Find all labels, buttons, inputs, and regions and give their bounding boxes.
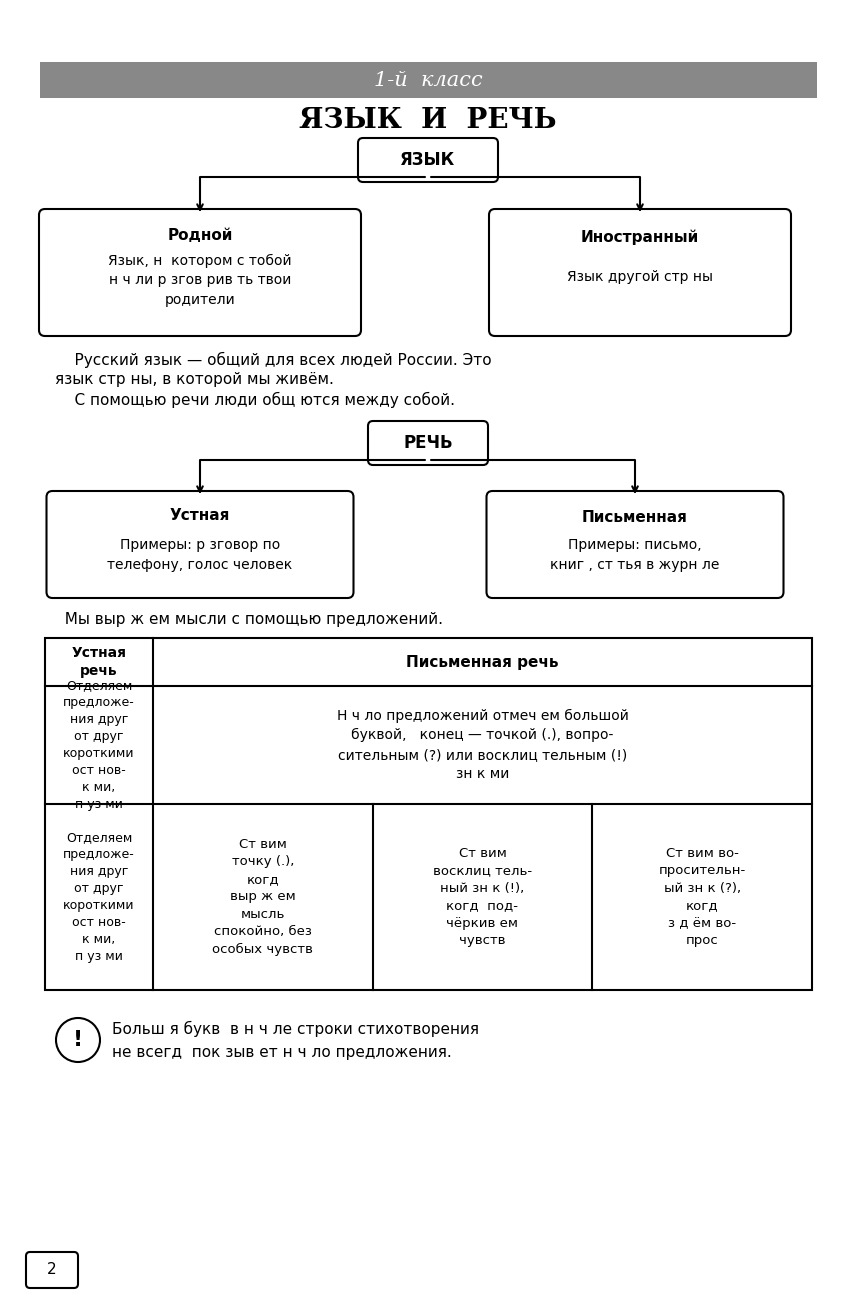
Text: 1-й  класс: 1-й класс: [375, 70, 482, 90]
Bar: [40, 62, 817, 98]
FancyBboxPatch shape: [487, 491, 783, 598]
Text: Отделяем
предложе-
ния друг
от друг
короткими
ост нов-
к ми,
п уз ми: Отделяем предложе- ния друг от друг коро…: [63, 679, 135, 811]
Text: Родной: Родной: [167, 227, 233, 243]
Text: Язык, н  котором с тобой
н ч ли р згов рив ть твои
родители: Язык, н котором с тобой н ч ли р згов ри…: [108, 254, 292, 307]
FancyBboxPatch shape: [46, 491, 353, 598]
FancyBboxPatch shape: [368, 421, 488, 465]
FancyBboxPatch shape: [26, 1252, 78, 1288]
FancyBboxPatch shape: [358, 138, 498, 182]
Text: !: !: [73, 1030, 83, 1050]
Text: ЯЗЫК: ЯЗЫК: [400, 151, 456, 169]
FancyBboxPatch shape: [489, 209, 791, 335]
Text: Письменная речь: Письменная речь: [406, 654, 559, 670]
Text: Русский язык — общий для всех людей России. Это: Русский язык — общий для всех людей Росс…: [55, 352, 492, 368]
Bar: [45, 638, 812, 991]
Text: Язык другой стр ны: Язык другой стр ны: [567, 270, 713, 283]
Text: ЯЗЫК  И  РЕЧЬ: ЯЗЫК И РЕЧЬ: [299, 107, 557, 134]
Text: Ст вим
точку (.),
когд
выр ж ем
мысль
спокойно, без
особых чувств: Ст вим точку (.), когд выр ж ем мысль сп…: [213, 838, 314, 956]
Text: 2: 2: [47, 1262, 57, 1278]
Text: Примеры: письмо,
книг , ст тья в журн ле: Примеры: письмо, книг , ст тья в журн ле: [550, 538, 720, 572]
Text: Ст вим во-
просительн-
ый зн к (?),
когд
з д ём во-
прос: Ст вим во- просительн- ый зн к (?), когд…: [658, 846, 746, 948]
Text: Примеры: р зговор по
телефону, голос человек: Примеры: р зговор по телефону, голос чел…: [107, 538, 292, 572]
FancyBboxPatch shape: [39, 209, 361, 335]
Text: язык стр ны, в которой мы живём.: язык стр ны, в которой мы живём.: [55, 372, 334, 387]
Text: Отделяем
предложе-
ния друг
от друг
короткими
ост нов-
к ми,
п уз ми: Отделяем предложе- ния друг от друг коро…: [63, 831, 135, 963]
Text: Мы выр ж ем мысли с помощью предложений.: Мы выр ж ем мысли с помощью предложений.: [55, 612, 443, 627]
Text: Ст вим
восклиц тель-
ный зн к (!),
когд  под-
чёркив ем
чувств: Ст вим восклиц тель- ный зн к (!), когд …: [433, 846, 532, 948]
Text: Больш я букв  в н ч ле строки стихотворения
не всегд  пок зыв ет н ч ло предложе: Больш я букв в н ч ле строки стихотворен…: [112, 1020, 479, 1060]
Text: Устная
речь: Устная речь: [71, 646, 127, 677]
Text: РЕЧЬ: РЕЧЬ: [403, 434, 452, 452]
Text: Письменная: Письменная: [582, 510, 688, 524]
Text: С помощью речи люди общ ются между собой.: С помощью речи люди общ ются между собой…: [55, 393, 455, 408]
Text: Устная: Устная: [170, 507, 231, 523]
Text: Иностранный: Иностранный: [581, 229, 699, 244]
Text: Н ч ло предложений отмеч ем большой
буквой,   конец — точкой (.), вопро-
сительн: Н ч ло предложений отмеч ем большой букв…: [337, 708, 628, 781]
